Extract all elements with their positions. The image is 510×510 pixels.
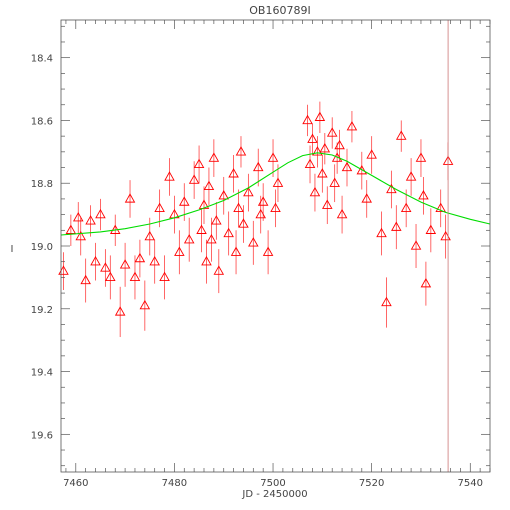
data-point xyxy=(356,164,368,175)
data-point xyxy=(230,246,242,256)
data-point xyxy=(211,215,222,225)
data-point xyxy=(257,196,269,206)
data-point xyxy=(134,252,146,263)
data-point xyxy=(235,146,247,156)
y-tick-label: 18.6 xyxy=(31,116,53,127)
data-point xyxy=(336,208,348,219)
x-tick-label: 7540 xyxy=(458,478,483,489)
data-point xyxy=(346,121,358,131)
data-point xyxy=(420,277,432,288)
data-point xyxy=(233,202,244,212)
x-tick-label: 7480 xyxy=(162,478,187,489)
data-point xyxy=(329,177,340,187)
data-point xyxy=(270,202,281,212)
data-point xyxy=(129,271,141,282)
data-point xyxy=(267,152,279,162)
data-point xyxy=(326,127,338,137)
data-point xyxy=(386,183,397,194)
data-point xyxy=(196,224,207,234)
data-point xyxy=(223,227,234,238)
data-point xyxy=(361,193,372,203)
data-point xyxy=(322,199,333,209)
data-point xyxy=(124,193,136,203)
data-point xyxy=(262,246,274,256)
data-point xyxy=(203,180,215,191)
data-point xyxy=(366,149,377,159)
data-point xyxy=(90,255,101,266)
data-point xyxy=(206,234,217,244)
data-point xyxy=(334,139,345,150)
data-point xyxy=(272,177,284,187)
data-point xyxy=(400,202,412,212)
data-point xyxy=(100,262,111,272)
data-point xyxy=(314,111,326,121)
model-curve xyxy=(60,152,491,236)
x-tick-label: 7500 xyxy=(260,478,285,489)
data-point xyxy=(435,202,446,212)
y-tick-label: 19.4 xyxy=(31,368,53,379)
data-point xyxy=(391,221,402,231)
data-point xyxy=(144,230,156,241)
data-point xyxy=(183,234,195,244)
data-point xyxy=(159,271,170,282)
data-point xyxy=(317,168,328,178)
data-point xyxy=(95,208,106,219)
data-point xyxy=(341,161,353,172)
data-point xyxy=(174,246,185,256)
data-point xyxy=(75,230,86,241)
data-point xyxy=(218,190,229,200)
data-point xyxy=(252,161,264,172)
data-point xyxy=(395,130,407,140)
data-point xyxy=(425,224,437,234)
data-point xyxy=(193,158,205,169)
data-point xyxy=(243,186,254,197)
data-point xyxy=(309,186,321,197)
data-point xyxy=(85,215,96,225)
y-tick-label: 19.2 xyxy=(31,305,53,316)
data-point xyxy=(228,168,239,178)
data-point xyxy=(65,224,77,234)
data-point xyxy=(312,146,323,156)
y-tick-label: 18.8 xyxy=(31,179,53,190)
data-point xyxy=(319,142,331,153)
data-point xyxy=(307,133,318,143)
data-point xyxy=(248,237,259,247)
data-point xyxy=(381,296,392,307)
data-point xyxy=(208,152,220,162)
x-axis-label: JD - 2450000 xyxy=(241,489,307,500)
data-point xyxy=(415,152,427,162)
data-point xyxy=(149,255,160,266)
data-point xyxy=(119,259,131,269)
data-point xyxy=(179,196,190,206)
x-tick-label: 7460 xyxy=(63,478,88,489)
x-tick-label: 7520 xyxy=(359,478,384,489)
y-tick-label: 18.4 xyxy=(31,54,53,65)
data-point xyxy=(72,212,84,222)
data-point xyxy=(238,218,249,228)
data-point xyxy=(80,274,91,285)
y-tick-label: 19.0 xyxy=(31,242,53,253)
data-point xyxy=(302,114,313,125)
y-tick-label: 19.6 xyxy=(31,430,53,441)
data-point xyxy=(405,171,417,181)
data-point xyxy=(418,190,429,200)
data-point xyxy=(154,202,165,212)
data-point xyxy=(410,240,422,250)
y-axis-label: I xyxy=(11,244,14,255)
data-point xyxy=(304,158,316,169)
data-point xyxy=(201,255,212,266)
data-point xyxy=(105,271,116,282)
data-point xyxy=(139,299,151,310)
chart-title: OB160789I xyxy=(249,4,310,17)
data-point xyxy=(376,227,387,238)
data-point xyxy=(188,174,200,184)
data-point xyxy=(164,171,175,181)
data-point xyxy=(213,265,225,275)
data-point xyxy=(114,306,126,316)
